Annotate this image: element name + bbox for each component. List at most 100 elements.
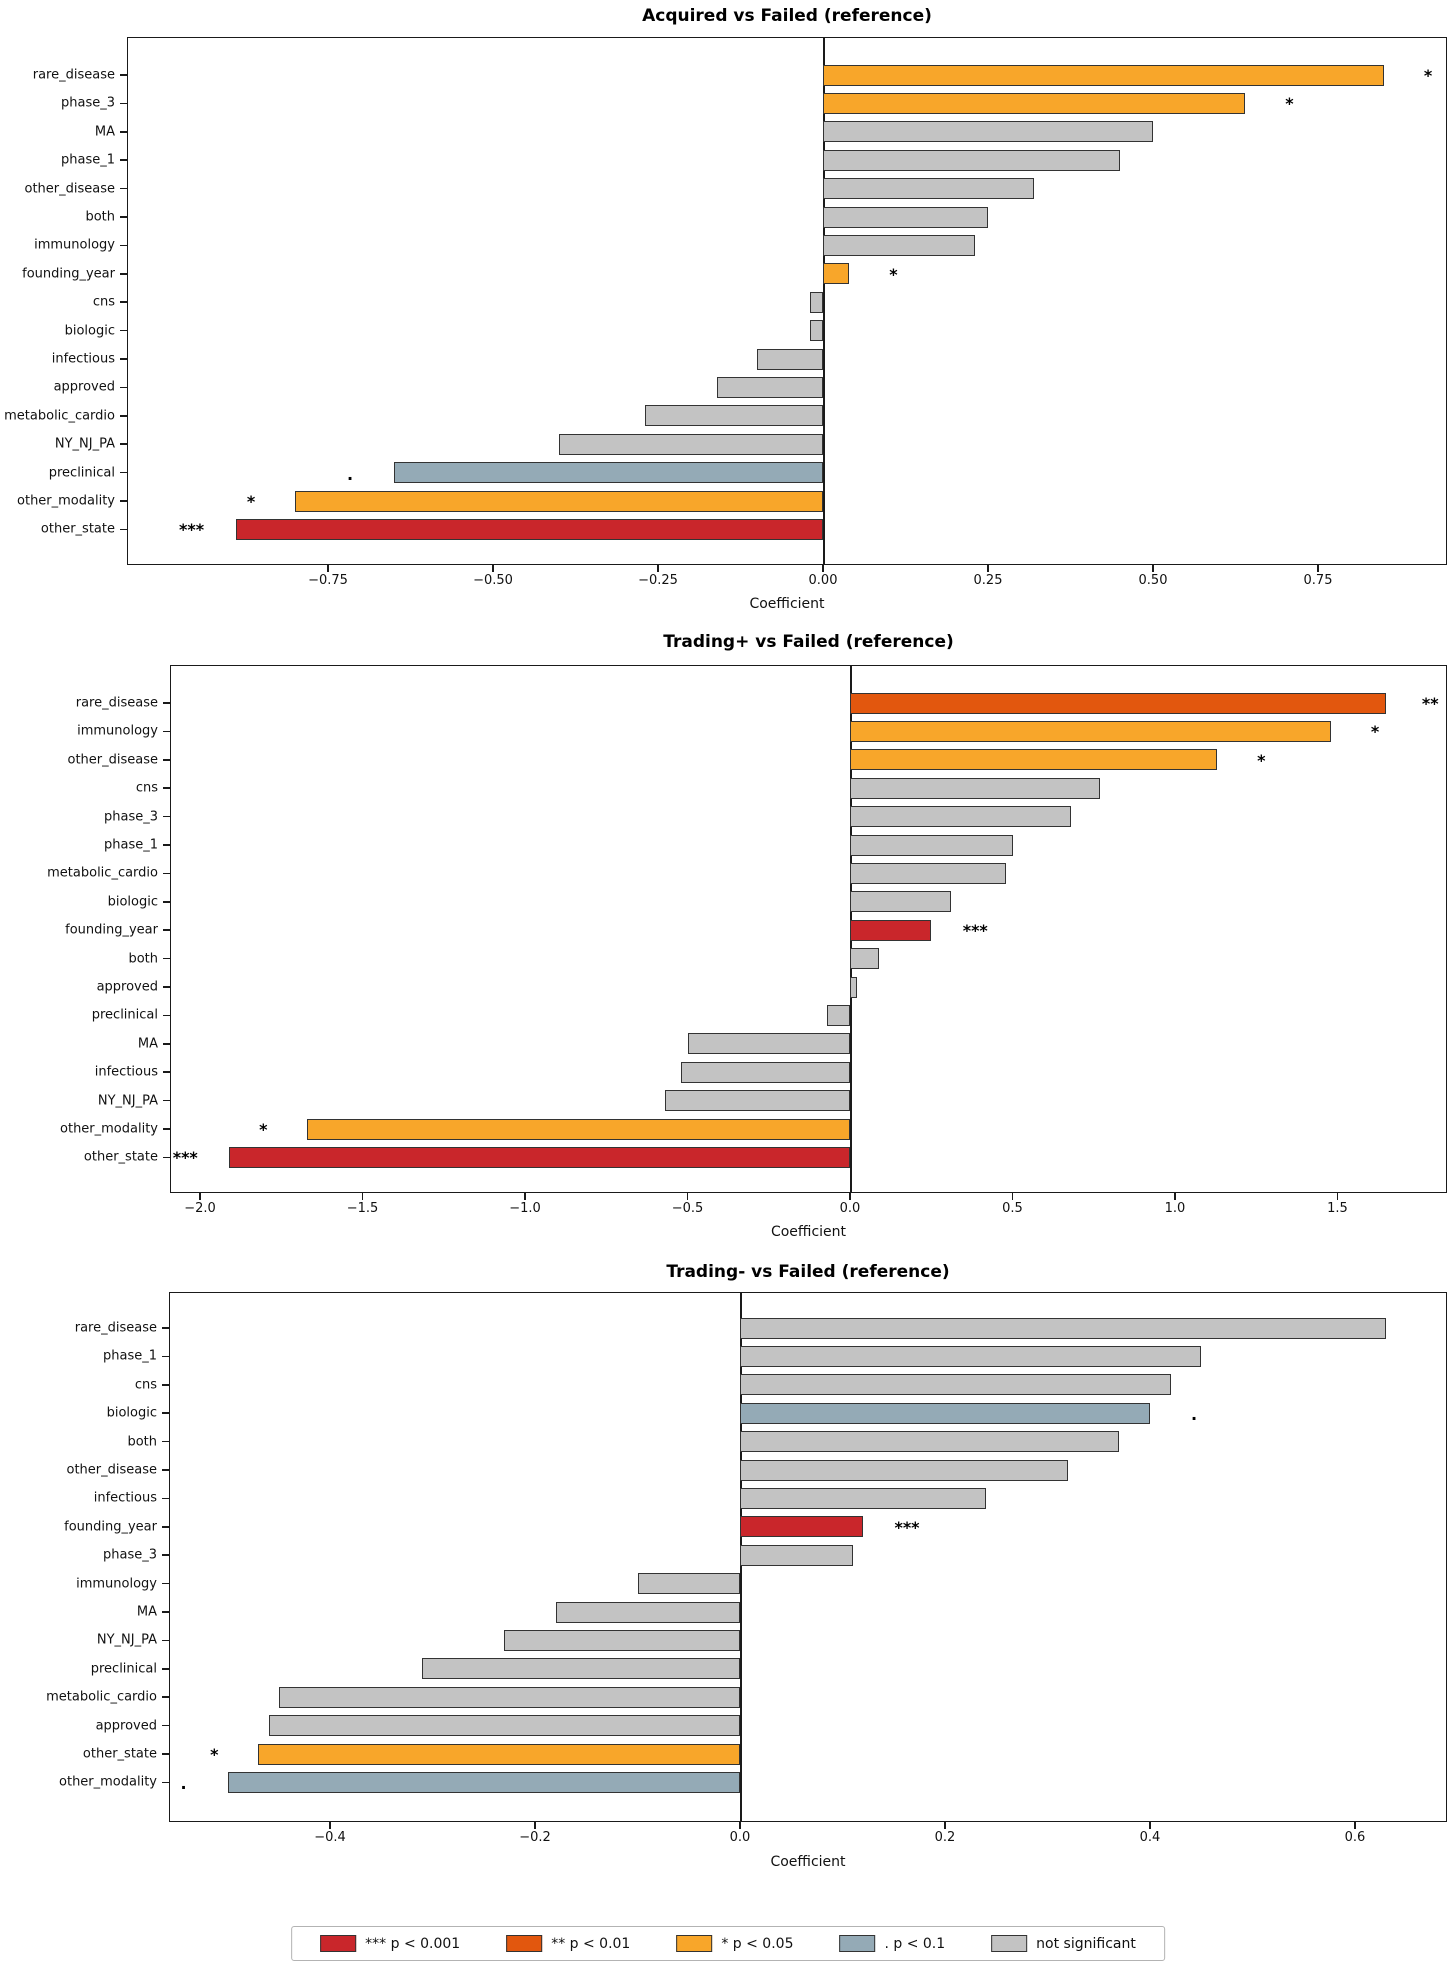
y-tick-mark	[163, 901, 170, 903]
y-tick-mark	[120, 386, 127, 389]
legend-item-ns: not significant	[991, 1935, 1136, 1952]
legend-label: . p < 0.1	[884, 1935, 946, 1952]
x-tick-mark	[1152, 565, 1154, 572]
y-axis-label: phase_1	[104, 837, 158, 853]
x-tick-label: −0.2	[519, 1830, 551, 1845]
y-axis-label: approved	[95, 1718, 157, 1734]
x-tick-mark	[492, 565, 494, 572]
y-tick-mark	[120, 415, 127, 417]
plot-area	[170, 665, 1447, 1193]
bar-phase_1	[850, 834, 1013, 856]
y-tick-mark	[162, 1327, 169, 1329]
y-axis-label: phase_3	[104, 809, 158, 825]
y-axis-label: metabolic_cardio	[47, 865, 158, 881]
y-tick-mark	[163, 702, 170, 704]
x-tick-label: −0.5	[671, 1201, 704, 1216]
y-axis-label: biologic	[106, 1405, 157, 1421]
y-axis-label: cns	[135, 780, 158, 796]
legend-swatch-ns	[991, 1935, 1028, 1952]
bar-MA	[555, 1601, 740, 1623]
bar-other_modality	[295, 490, 823, 512]
x-tick-label: 0.6	[1344, 1830, 1366, 1845]
y-axis-label: immunology	[76, 1576, 157, 1592]
y-tick-mark	[162, 1668, 169, 1670]
x-tick-mark	[1011, 1193, 1014, 1200]
y-tick-mark	[120, 187, 127, 190]
y-tick-mark	[163, 1099, 170, 1102]
x-tick-label: −0.25	[638, 573, 678, 588]
y-axis-label: phase_1	[103, 1348, 157, 1364]
y-axis-label: approved	[53, 379, 115, 395]
y-tick-mark	[163, 929, 170, 931]
y-axis-label: infectious	[51, 351, 115, 367]
bar-MA	[687, 1033, 850, 1055]
significance-marker: .	[1190, 1405, 1198, 1425]
y-tick-mark	[163, 986, 170, 988]
bar-NY_NJ_PA	[664, 1090, 850, 1112]
x-tick-label: 0.50	[1138, 573, 1168, 588]
y-tick-mark	[162, 1724, 169, 1727]
y-axis-label: NY_NJ_PA	[96, 1632, 157, 1648]
significance-legend: *** p < 0.001 ** p < 0.01 * p < 0.05 . p < …	[291, 1926, 1165, 1961]
y-axis-label: other_disease	[24, 181, 115, 197]
y-tick-mark	[120, 329, 127, 332]
x-axis-title: Coefficient	[770, 1224, 847, 1240]
y-tick-mark	[163, 787, 170, 789]
x-tick-label: −0.75	[308, 573, 348, 588]
bar-phase_1	[823, 149, 1120, 171]
bar-both	[850, 948, 880, 970]
y-axis-label: both	[127, 1434, 157, 1450]
x-tick-label: −1.0	[509, 1201, 541, 1216]
x-tick-label: 0.4	[1139, 1830, 1161, 1845]
y-axis-label: rare_disease	[32, 67, 115, 83]
legend-label: ** p < 0.01	[551, 1935, 631, 1952]
y-tick-mark	[120, 159, 127, 161]
bar-infectious	[757, 348, 823, 370]
x-tick-mark	[987, 565, 989, 572]
significance-marker: *	[259, 1120, 268, 1139]
significance-marker: *	[889, 264, 898, 284]
bar-preclinical	[394, 462, 823, 484]
legend-item-p1: . p < 0.1	[839, 1935, 945, 1952]
y-axis-label: founding_year	[65, 922, 158, 938]
y-axis-label: phase_3	[103, 1547, 157, 1563]
bar-immunology	[850, 720, 1331, 742]
bar-metabolic_cardio	[850, 862, 1006, 884]
x-tick-label: −2.0	[184, 1201, 216, 1216]
x-tick-label: 0.00	[808, 573, 838, 588]
x-tick-label: 0.25	[973, 573, 1003, 588]
x-tick-mark	[524, 1193, 526, 1200]
y-tick-mark	[120, 131, 127, 133]
x-tick-label: 0.75	[1303, 573, 1333, 588]
bar-NY_NJ_PA	[559, 433, 823, 455]
x-tick-mark	[1149, 1822, 1151, 1829]
y-axis-label: both	[85, 209, 115, 225]
y-tick-mark	[120, 273, 127, 275]
bar-other_modality	[307, 1118, 850, 1140]
y-tick-mark	[163, 1071, 170, 1073]
bar-founding_year	[823, 263, 850, 285]
y-axis-label: preclinical	[48, 465, 115, 481]
legend-item-p01: ** p < 0.01	[506, 1935, 630, 1952]
x-tick-label: −0.4	[314, 1830, 346, 1845]
y-axis-label: preclinical	[90, 1661, 157, 1677]
bar-both	[740, 1431, 1120, 1453]
x-tick-mark	[1354, 1822, 1356, 1829]
y-axis-label: MA	[136, 1604, 157, 1620]
y-tick-mark	[120, 244, 127, 247]
y-axis-label: NY_NJ_PA	[97, 1093, 158, 1109]
bar-approved	[717, 376, 823, 398]
legend-swatch-p01	[506, 1935, 543, 1952]
legend-swatch-p1	[839, 1935, 876, 1952]
y-tick-mark	[120, 301, 127, 303]
bar-other_state	[229, 1146, 850, 1168]
bar-cns	[740, 1374, 1171, 1396]
y-tick-mark	[120, 443, 127, 445]
significance-marker: *	[1257, 750, 1266, 770]
y-axis-label: phase_1	[61, 152, 115, 168]
bar-immunology	[823, 234, 975, 256]
bar-other_disease	[740, 1459, 1068, 1481]
x-tick-mark	[657, 565, 659, 572]
x-tick-mark	[944, 1822, 946, 1829]
x-tick-label: 0.2	[934, 1830, 956, 1845]
